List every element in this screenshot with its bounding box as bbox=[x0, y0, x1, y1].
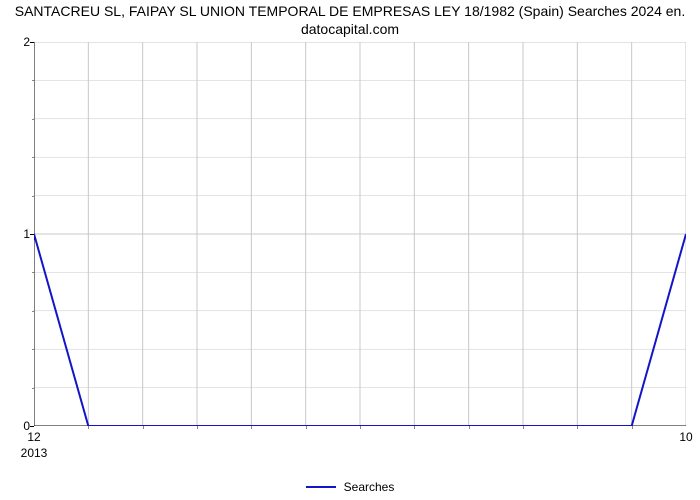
y-minor-mark bbox=[32, 272, 34, 273]
title-line-1: SANTACREU SL, FAIPAY SL UNION TEMPORAL D… bbox=[15, 3, 685, 19]
gridlines bbox=[34, 42, 686, 426]
x-minor-mark bbox=[469, 426, 470, 429]
x-minor-mark bbox=[197, 426, 198, 429]
x-minor-mark bbox=[143, 426, 144, 429]
chart-title: SANTACREU SL, FAIPAY SL UNION TEMPORAL D… bbox=[0, 2, 700, 38]
y-tick-mark bbox=[30, 42, 34, 43]
y-minor-mark bbox=[32, 157, 34, 158]
y-minor-mark bbox=[32, 311, 34, 312]
y-minor-mark bbox=[32, 196, 34, 197]
legend-swatch bbox=[306, 486, 336, 488]
x-minor-mark bbox=[577, 426, 578, 429]
x-minor-mark bbox=[360, 426, 361, 429]
x-secondary-label: 2013 bbox=[21, 446, 48, 460]
y-tick-label: 1 bbox=[18, 227, 30, 241]
x-minor-mark bbox=[306, 426, 307, 429]
x-minor-mark bbox=[251, 426, 252, 429]
legend: Searches bbox=[0, 480, 700, 494]
chart-container: SANTACREU SL, FAIPAY SL UNION TEMPORAL D… bbox=[0, 0, 700, 500]
x-minor-mark bbox=[88, 426, 89, 429]
y-minor-mark bbox=[32, 349, 34, 350]
x-tick-label: 10 bbox=[679, 430, 692, 444]
y-tick-label: 2 bbox=[18, 35, 30, 49]
y-minor-mark bbox=[32, 80, 34, 81]
y-tick-mark bbox=[30, 234, 34, 235]
title-line-2: datocapital.com bbox=[301, 21, 399, 37]
x-minor-mark bbox=[523, 426, 524, 429]
legend-label: Searches bbox=[344, 480, 395, 494]
y-minor-mark bbox=[32, 119, 34, 120]
y-tick-mark bbox=[30, 426, 34, 427]
chart-plot bbox=[34, 42, 686, 426]
x-minor-mark bbox=[414, 426, 415, 429]
y-minor-mark bbox=[32, 388, 34, 389]
x-tick-label: 12 bbox=[27, 430, 40, 444]
x-minor-mark bbox=[632, 426, 633, 429]
